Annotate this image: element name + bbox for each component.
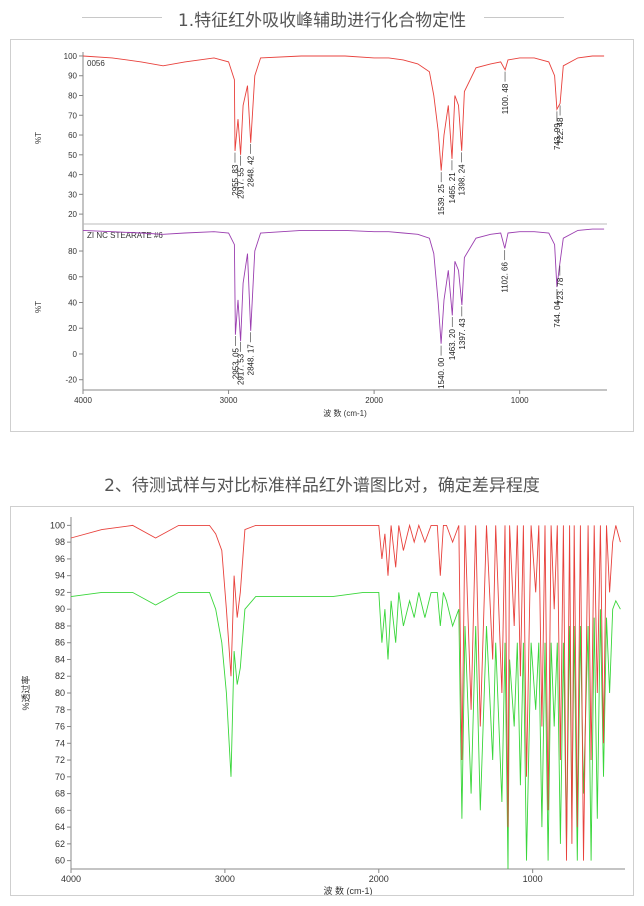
y-tick-label: -20 <box>65 376 77 385</box>
spectrum-label: ZI NC STEARATE #6 <box>87 231 163 240</box>
peak-label: 2917. 55 <box>237 167 246 199</box>
peak-label: 1540. 00 <box>437 357 446 389</box>
y-tick-label: 20 <box>68 324 77 333</box>
spectrum-label: 0056 <box>87 59 105 68</box>
peak-label: 1397. 43 <box>458 318 467 350</box>
y-tick-label: 68 <box>55 789 65 799</box>
y-tick-label: 84 <box>55 654 65 664</box>
peak-label: 1102. 66 <box>501 262 510 293</box>
y-axis-label: %透过率 <box>20 675 31 710</box>
y-tick-label: 86 <box>55 638 65 648</box>
y-axis-label: %T <box>34 301 43 313</box>
y-tick-label: 60 <box>55 856 65 866</box>
y-tick-label: 0 <box>73 350 78 359</box>
y-tick-label: 80 <box>55 688 65 698</box>
y-tick-label: 94 <box>55 571 65 581</box>
y-tick-label: 90 <box>68 72 77 81</box>
y-tick-label: 30 <box>68 190 77 199</box>
comparison-panel-frame: 60 62 64 66 68 70 72 74 76 78 80 82 84 86 88 90 92 94 96 98… <box>10 506 634 896</box>
y-tick-label: 92 <box>55 587 65 597</box>
y-tick-label: 74 <box>55 738 65 748</box>
y-tick-label: 40 <box>68 298 77 307</box>
section-1-title: 1.特征红外吸收峰辅助进行化合物定性 <box>177 11 467 31</box>
x-tick-label: 3000 <box>220 396 238 405</box>
x-axis-label: 波 数 (cm-1) <box>324 885 373 895</box>
sample-spectrum-red <box>70 523 621 861</box>
y-tick-label: 50 <box>68 151 77 160</box>
peak-label: 2953. 05 <box>231 347 240 379</box>
y-tick-label: 70 <box>55 772 65 782</box>
peak-label: 722. 48 <box>556 117 565 144</box>
peak-label: 743. 99 <box>553 123 562 150</box>
peak-label: 2848. 17 <box>247 344 256 376</box>
y-tick-label: 60 <box>68 273 77 282</box>
y-tick-label: 98 <box>55 537 65 547</box>
y-axis-label: %T <box>34 132 43 144</box>
y-tick-label: 88 <box>55 621 65 631</box>
peak-label: 2917. 53 <box>237 353 246 385</box>
peak-label: 2848. 42 <box>247 155 256 187</box>
y-tick-label: 72 <box>55 755 65 765</box>
x-tick-label: 3000 <box>215 874 235 884</box>
x-tick-label: 4000 <box>74 396 92 405</box>
y-tick-label: 70 <box>68 111 77 120</box>
y-tick-label: 100 <box>50 520 65 530</box>
y-tick-label: 64 <box>55 822 65 832</box>
ir-spectrum-comparison-chart: 60 62 64 66 68 70 72 74 76 78 80 82 84 86 88 90 92 94 96 98… <box>20 517 625 896</box>
x-tick-label: 2000 <box>369 874 389 884</box>
y-tick-label: 40 <box>68 171 77 180</box>
peak-label: 1463. 20 <box>448 328 457 360</box>
peak-label: 1398. 24 <box>458 164 467 196</box>
title-rule-left <box>82 17 162 18</box>
y-tick-label: 82 <box>55 671 65 681</box>
peak-label: 1465. 21 <box>448 172 457 204</box>
section-2-title: 2、待测试样与对比标准样品红外谱图比对，确定差异程度 <box>104 476 540 496</box>
y-tick-label: 20 <box>68 210 77 219</box>
peak-label: 723. 78 <box>556 277 565 304</box>
y-tick-label: 78 <box>55 705 65 715</box>
y-tick-label: 100 <box>64 52 78 61</box>
y-tick-label: 80 <box>68 247 77 256</box>
peak-label: 1100. 48 <box>501 83 510 114</box>
x-tick-label: 4000 <box>61 874 81 884</box>
spectrum-panel-frame: 20 30 40 50 60 70 80 90 100 %T 0056 2955. 83 2917. 5… <box>10 39 634 432</box>
x-tick-label: 1000 <box>523 874 543 884</box>
peak-label: 1539. 25 <box>437 184 446 216</box>
peak-label: 744. 04 <box>553 300 562 327</box>
y-tick-label: 76 <box>55 722 65 732</box>
x-axis-label: 波 数 (cm-1) <box>323 408 367 418</box>
y-tick-label: 96 <box>55 554 65 564</box>
spectrum-line-top <box>82 55 605 171</box>
x-tick-label: 2000 <box>365 396 383 405</box>
x-tick-label: 1000 <box>511 396 529 405</box>
standard-spectrum-green <box>70 591 621 870</box>
y-tick-label: 62 <box>55 839 65 849</box>
peak-label: 2955. 83 <box>231 164 240 196</box>
spectrum-line-bottom <box>82 228 605 344</box>
y-tick-label: 66 <box>55 805 65 815</box>
title-rule-right <box>484 17 564 18</box>
y-tick-label: 90 <box>55 604 65 614</box>
y-tick-label: 60 <box>68 131 77 140</box>
y-tick-label: 80 <box>68 91 77 100</box>
